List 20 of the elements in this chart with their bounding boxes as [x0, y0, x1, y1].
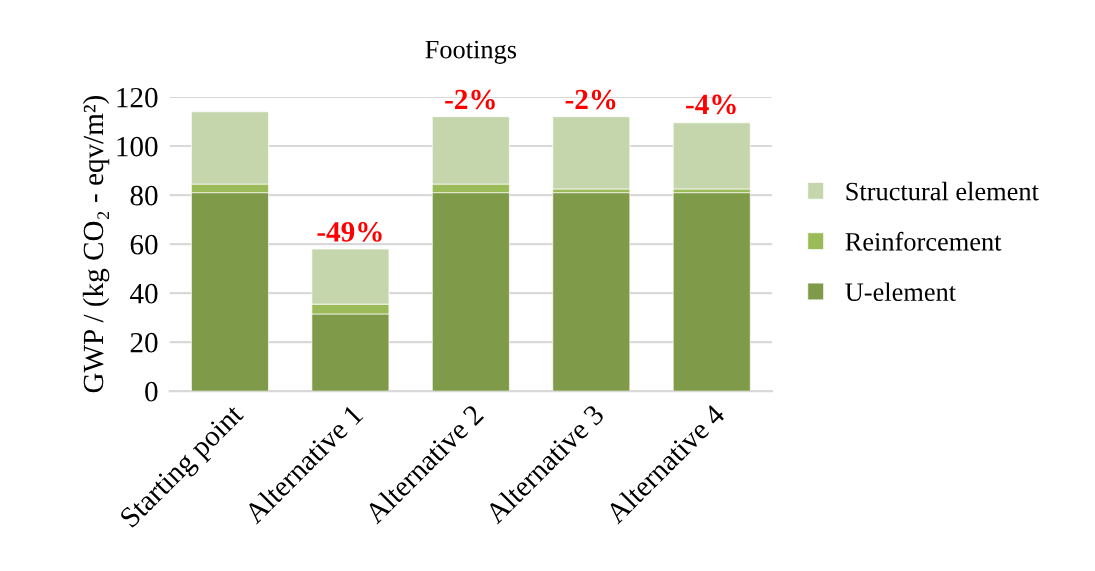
bar: [552, 116, 631, 190]
bar: [672, 192, 751, 392]
chart-title: Footings: [425, 40, 517, 64]
y-axis-title: GWP / (kg CO₂ - eqv/m²): [82, 95, 110, 393]
legend-label: U-element: [845, 282, 956, 302]
y-tick-label: 0: [145, 381, 158, 402]
annotation: -2%: [565, 89, 616, 110]
y-tick-label: 20: [130, 332, 158, 353]
annotation: -2%: [445, 89, 495, 110]
annotation: -49%: [317, 222, 382, 242]
y-tick-label: 120: [117, 87, 158, 108]
legend-label: Reinforcement: [845, 231, 1002, 251]
y-tick-label: 80: [130, 185, 158, 206]
y-tick-label: 100: [117, 136, 158, 157]
legend-label: Structural element: [846, 181, 1039, 201]
y-tick-label: 60: [130, 234, 158, 255]
y-tick-label: 40: [130, 283, 158, 304]
annotation: -4%: [686, 94, 736, 115]
bar: [672, 122, 751, 190]
bar: [552, 192, 631, 392]
